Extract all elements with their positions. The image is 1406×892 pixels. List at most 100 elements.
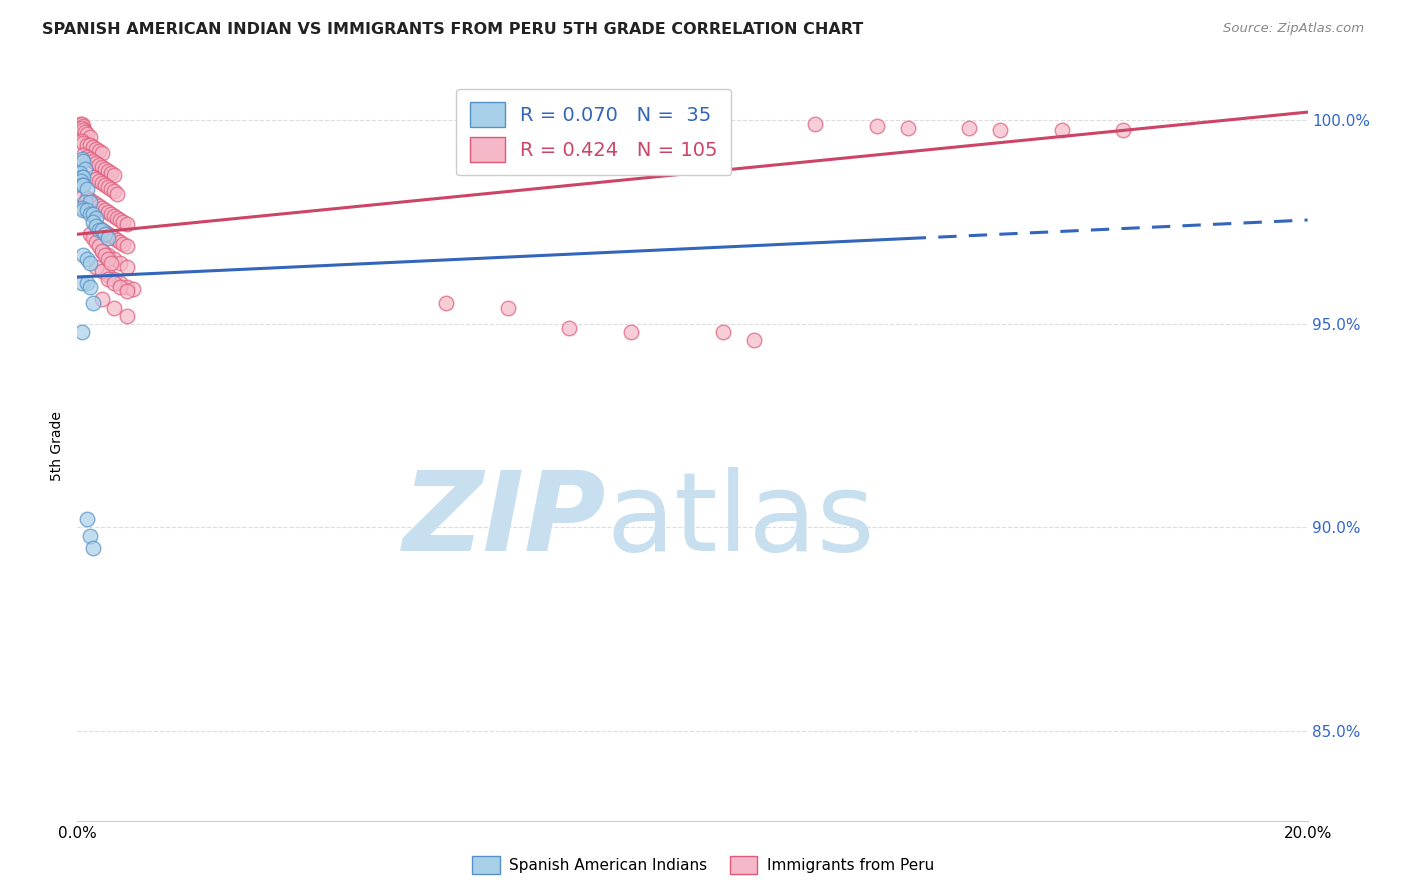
Point bbox=[103, 301, 125, 315]
Point bbox=[103, 209, 125, 223]
Point bbox=[70, 170, 93, 185]
Point bbox=[79, 138, 101, 153]
Point bbox=[110, 213, 132, 227]
Point bbox=[90, 223, 114, 237]
Point bbox=[70, 174, 93, 188]
Point bbox=[82, 215, 104, 229]
Point bbox=[115, 285, 138, 299]
Point bbox=[97, 231, 120, 245]
Point bbox=[70, 152, 93, 166]
Point bbox=[90, 201, 114, 215]
Point bbox=[82, 207, 104, 221]
Point bbox=[87, 174, 110, 188]
Point bbox=[79, 152, 101, 166]
Point bbox=[79, 256, 101, 270]
Point bbox=[72, 247, 94, 261]
Text: atlas: atlas bbox=[606, 467, 875, 574]
Point bbox=[97, 268, 120, 282]
Point bbox=[90, 160, 114, 174]
Point bbox=[115, 309, 138, 323]
Point bbox=[82, 153, 104, 168]
Point bbox=[103, 276, 125, 290]
Point bbox=[72, 136, 94, 150]
Point bbox=[90, 177, 114, 191]
Text: ZIP: ZIP bbox=[404, 467, 606, 574]
Point bbox=[87, 158, 110, 172]
Point bbox=[105, 211, 128, 225]
Point bbox=[115, 280, 138, 294]
Point bbox=[87, 221, 110, 235]
Point bbox=[496, 301, 519, 315]
Point bbox=[97, 252, 120, 266]
Point bbox=[70, 178, 93, 193]
Point bbox=[100, 182, 122, 196]
Point bbox=[97, 180, 120, 194]
Point bbox=[110, 256, 132, 270]
Point bbox=[97, 227, 120, 242]
Point bbox=[76, 191, 98, 205]
Point bbox=[90, 293, 114, 307]
Point bbox=[94, 247, 117, 261]
Point bbox=[90, 244, 114, 258]
Point bbox=[121, 282, 143, 296]
Point bbox=[110, 276, 132, 290]
Point bbox=[115, 239, 138, 253]
Point bbox=[957, 121, 980, 136]
Point bbox=[70, 134, 93, 148]
Point bbox=[103, 272, 125, 286]
Point bbox=[79, 194, 101, 209]
Point bbox=[79, 129, 101, 144]
Point bbox=[82, 194, 104, 209]
Point bbox=[94, 227, 117, 242]
Point bbox=[82, 231, 104, 245]
Point bbox=[558, 321, 581, 335]
Point bbox=[1112, 123, 1135, 137]
Point bbox=[988, 123, 1011, 137]
Point bbox=[76, 128, 98, 142]
Point bbox=[110, 235, 132, 250]
Text: SPANISH AMERICAN INDIAN VS IMMIGRANTS FROM PERU 5TH GRADE CORRELATION CHART: SPANISH AMERICAN INDIAN VS IMMIGRANTS FR… bbox=[42, 22, 863, 37]
Point bbox=[112, 237, 135, 252]
Point bbox=[103, 185, 125, 199]
Point bbox=[79, 193, 101, 207]
Point bbox=[742, 333, 765, 347]
Point bbox=[79, 280, 101, 294]
Point bbox=[82, 541, 104, 555]
Point bbox=[82, 296, 104, 310]
Point bbox=[84, 156, 107, 170]
Point bbox=[97, 272, 120, 286]
Point bbox=[103, 252, 125, 266]
Point bbox=[105, 233, 128, 247]
Point bbox=[94, 202, 117, 217]
Point bbox=[97, 164, 120, 178]
Point bbox=[76, 202, 98, 217]
Point bbox=[82, 139, 104, 153]
Point bbox=[79, 207, 101, 221]
Point bbox=[72, 170, 94, 185]
Point bbox=[72, 148, 94, 162]
Point bbox=[110, 280, 132, 294]
Point bbox=[90, 264, 114, 278]
Point bbox=[72, 178, 94, 193]
Point bbox=[73, 194, 96, 209]
Point bbox=[84, 219, 107, 233]
Point bbox=[94, 178, 117, 193]
Point bbox=[866, 120, 889, 134]
Point bbox=[804, 117, 827, 131]
Point bbox=[100, 207, 122, 221]
Point bbox=[70, 276, 93, 290]
Point bbox=[897, 121, 920, 136]
Point bbox=[620, 325, 643, 339]
Point bbox=[76, 276, 98, 290]
Point bbox=[69, 166, 91, 180]
Point bbox=[73, 125, 96, 139]
Point bbox=[72, 202, 94, 217]
Point bbox=[682, 117, 704, 131]
Point bbox=[90, 223, 114, 237]
Point bbox=[1050, 123, 1073, 137]
Point bbox=[84, 211, 107, 225]
Point bbox=[73, 162, 96, 177]
Point bbox=[94, 225, 117, 239]
Y-axis label: 5th Grade: 5th Grade bbox=[51, 411, 65, 481]
Point bbox=[87, 199, 110, 213]
